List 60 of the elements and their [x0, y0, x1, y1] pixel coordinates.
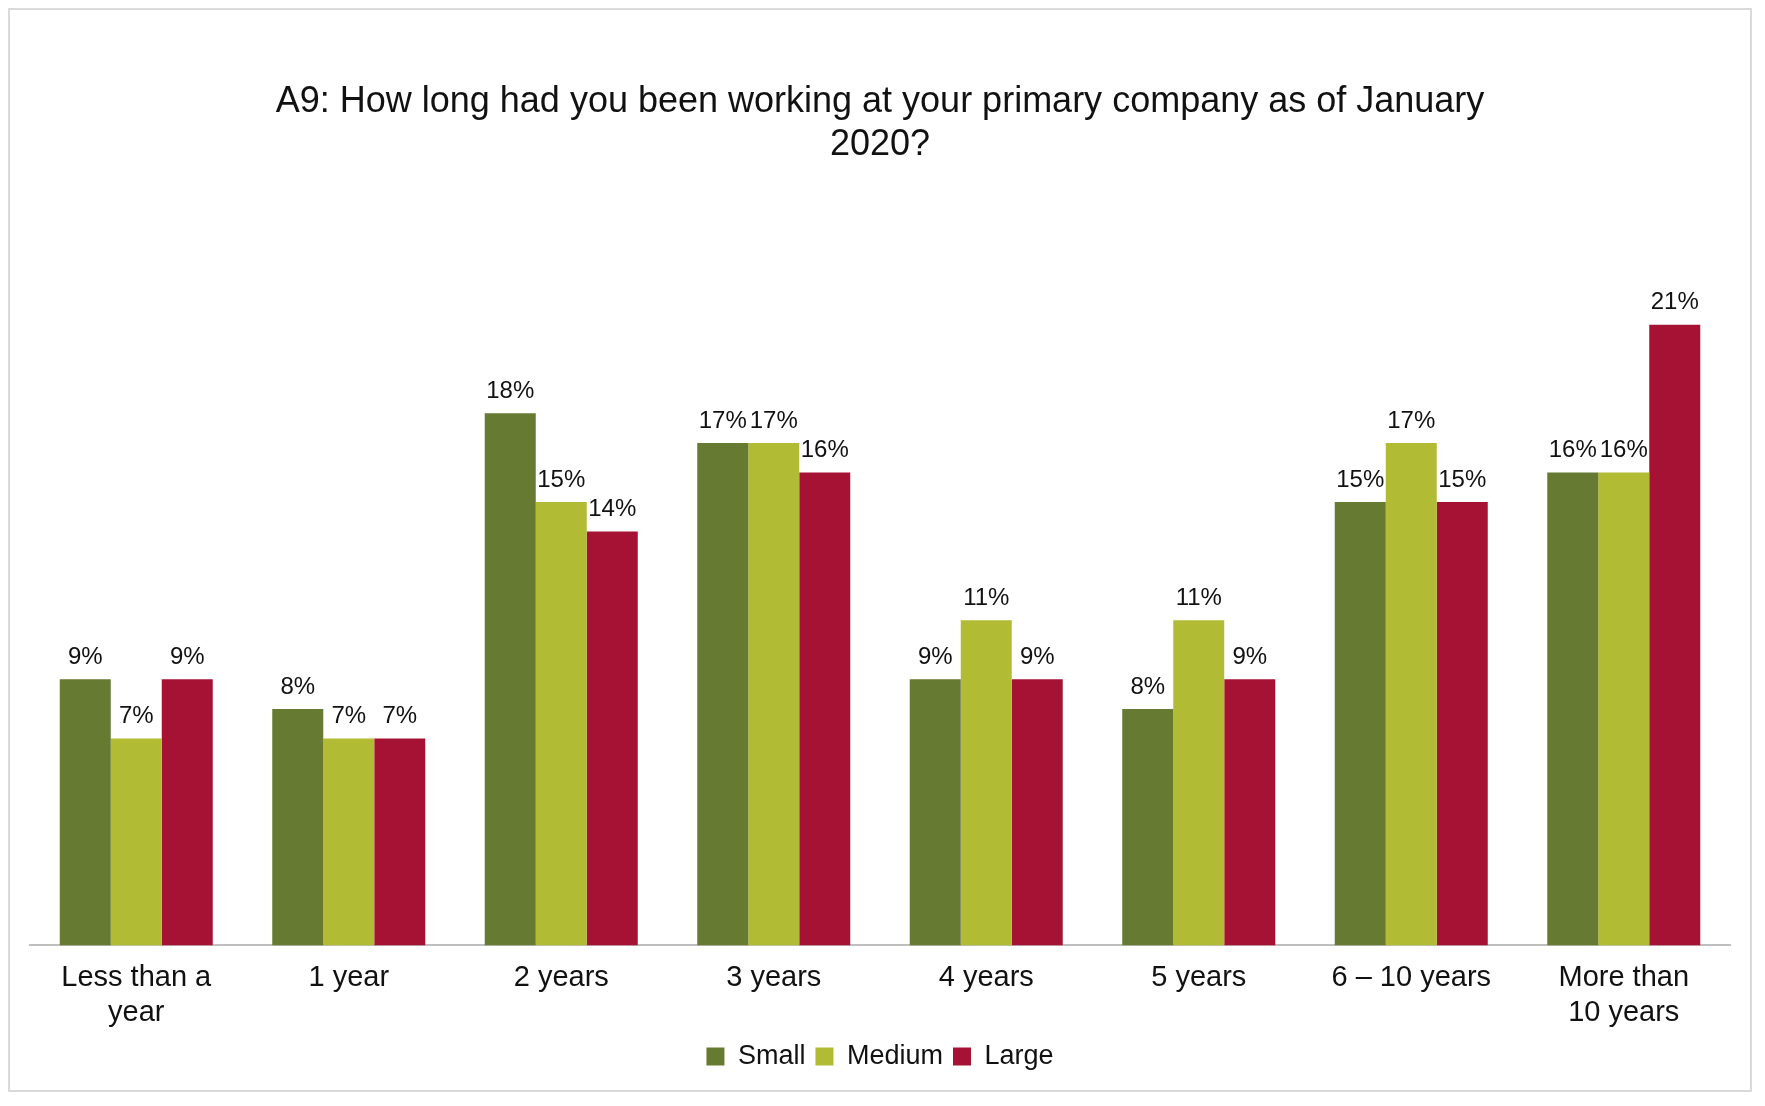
data-label: 21% — [1650, 287, 1699, 315]
data-label: 16% — [1599, 435, 1648, 463]
data-label: 8% — [1130, 671, 1166, 699]
bar — [748, 442, 800, 946]
legend-label: Medium — [846, 1039, 943, 1070]
bar — [484, 413, 536, 946]
bar — [960, 620, 1012, 946]
data-label: 9% — [1232, 641, 1268, 669]
data-label: 16% — [1548, 435, 1597, 463]
chart-title: A9: How long had you been working at your primary company as of January 2020? — [275, 78, 1485, 163]
data-label: 7% — [331, 701, 367, 729]
bar — [1598, 472, 1650, 946]
data-label: 9% — [917, 641, 953, 669]
bar — [110, 738, 162, 946]
legend-label: Small — [737, 1039, 806, 1070]
x-tick-label: 6 – 10 years — [1331, 959, 1492, 992]
x-tick-label: 2 years — [513, 959, 609, 992]
x-tick-label: 1 year — [308, 959, 390, 992]
data-label: 17% — [1387, 405, 1436, 433]
bar — [323, 738, 375, 946]
data-label: 17% — [698, 405, 747, 433]
data-label: 16% — [800, 435, 849, 463]
bar — [1547, 472, 1599, 946]
legend-label: Large — [984, 1039, 1054, 1070]
data-label: 8% — [280, 671, 316, 699]
data-label: 11% — [963, 582, 1010, 610]
bar — [1122, 708, 1174, 946]
bar — [909, 679, 961, 946]
data-label: 9% — [1019, 641, 1055, 669]
bar — [799, 472, 851, 946]
bar — [1649, 324, 1701, 946]
bar — [1224, 679, 1276, 946]
data-label: 17% — [749, 405, 798, 433]
bar — [1385, 442, 1437, 946]
bar — [697, 442, 749, 946]
data-label: 7% — [382, 701, 418, 729]
data-label: 15% — [1438, 464, 1487, 492]
data-label: 7% — [118, 701, 154, 729]
bar — [1173, 620, 1225, 946]
x-tick-label: 4 years — [938, 959, 1034, 992]
bar — [1011, 679, 1063, 946]
data-label: 9% — [169, 641, 205, 669]
data-label: 15% — [537, 464, 586, 492]
bar — [374, 738, 426, 946]
data-label: 18% — [486, 375, 535, 403]
x-tick-label: More than 10 years — [1558, 959, 1690, 1027]
x-tick-label: Less than a year — [61, 959, 213, 1027]
data-label: 11% — [1175, 582, 1222, 610]
bar — [1334, 502, 1386, 946]
bar — [59, 679, 111, 946]
data-label: 9% — [67, 641, 103, 669]
bar — [1436, 502, 1488, 946]
data-label: 15% — [1336, 464, 1385, 492]
x-tick-label: 3 years — [726, 959, 822, 992]
bar — [586, 531, 638, 946]
x-tick-label: 5 years — [1151, 959, 1247, 992]
bar — [535, 502, 587, 946]
bar — [272, 708, 324, 946]
data-label: 14% — [588, 494, 637, 522]
bar — [161, 679, 213, 946]
